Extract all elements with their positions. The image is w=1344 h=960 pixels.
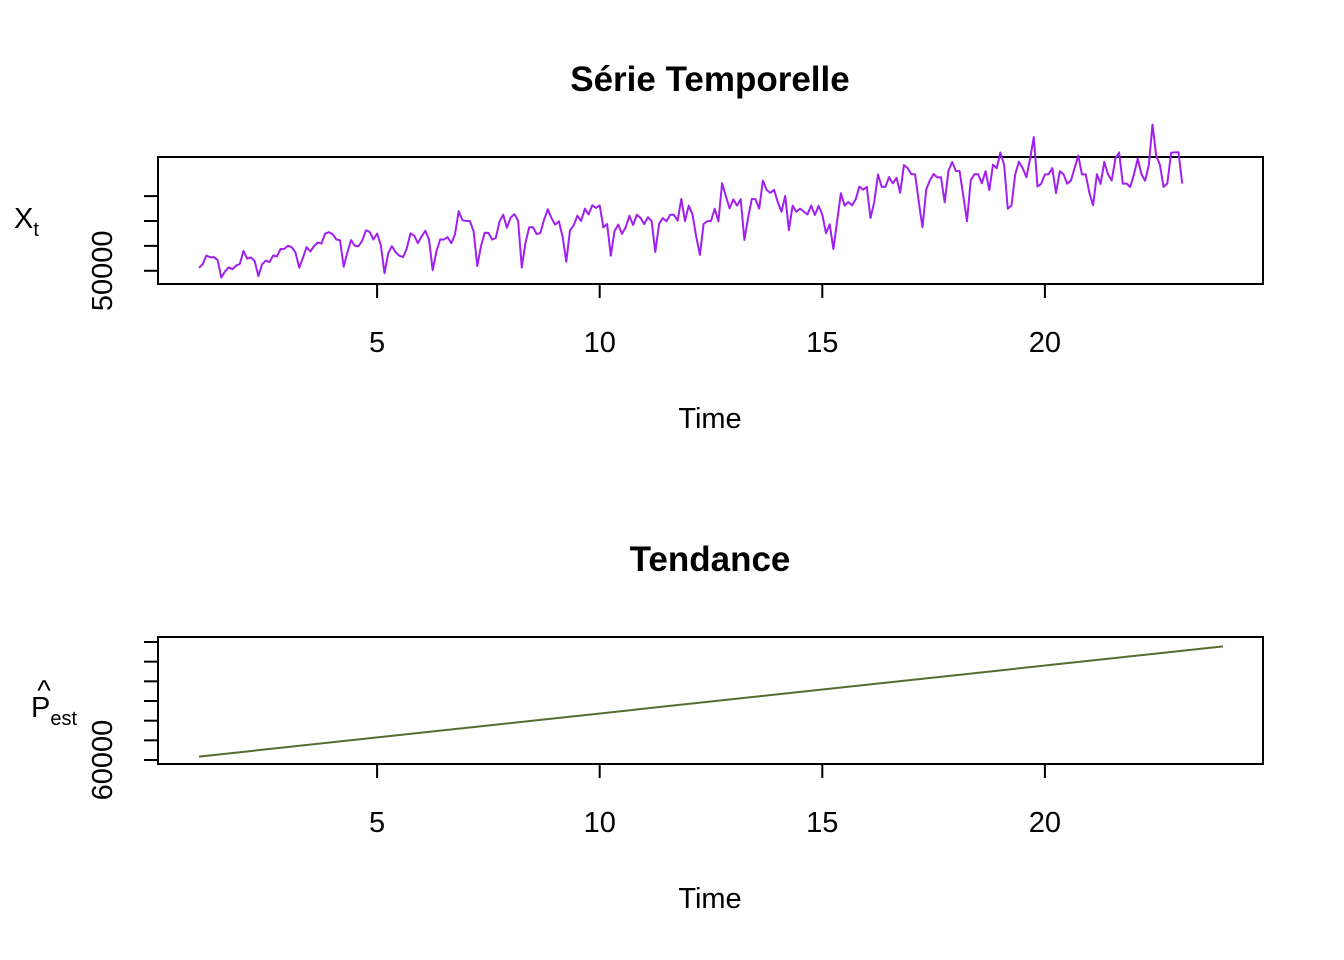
series-line-xt <box>198 123 1184 279</box>
x-tick-label-15: 15 <box>806 807 838 839</box>
y-tick-label-50000: 50000 <box>87 230 119 311</box>
panel-tendance: Tendance 5 10 15 20 60000 Time ^ Pest <box>31 540 1264 915</box>
chart-title-serie: Série Temporelle <box>570 60 849 99</box>
y-axis-label-serie-sub: t <box>33 219 39 241</box>
panel-serie-temporelle: Série Temporelle 5 10 15 20 50000 Time Xt <box>14 60 1264 435</box>
plot-frame-tendance <box>157 636 1264 765</box>
x-axis-label-tendance: Time <box>678 883 741 915</box>
x-tick-label-10: 10 <box>584 327 616 359</box>
y-axis-label-serie: Xt <box>14 203 39 241</box>
y-axis-label-tendance: Pest <box>31 692 77 730</box>
y-tick-label-60000: 60000 <box>87 720 119 801</box>
x-axis-tendance: 5 10 15 20 <box>369 764 1061 839</box>
y-axis-label-tendance-sub: est <box>50 708 77 730</box>
y-axis-label-serie-main: X <box>14 203 33 235</box>
x-axis-serie: 5 10 15 20 <box>369 284 1061 359</box>
x-tick-label-15: 15 <box>806 327 838 359</box>
y-axis-label-tendance-accent: ^ <box>37 675 51 707</box>
chart-title-tendance: Tendance <box>630 540 791 579</box>
x-tick-label-5: 5 <box>369 807 385 839</box>
y-axis-serie: 50000 <box>87 195 158 311</box>
x-tick-label-20: 20 <box>1029 807 1061 839</box>
series-line-pest <box>198 645 1224 758</box>
x-tick-label-5: 5 <box>369 327 385 359</box>
x-tick-label-20: 20 <box>1029 327 1061 359</box>
x-tick-label-10: 10 <box>584 807 616 839</box>
y-axis-label-tendance-main: P <box>31 692 50 724</box>
y-axis-tendance: 60000 <box>87 641 158 801</box>
x-axis-label-serie: Time <box>678 403 741 435</box>
